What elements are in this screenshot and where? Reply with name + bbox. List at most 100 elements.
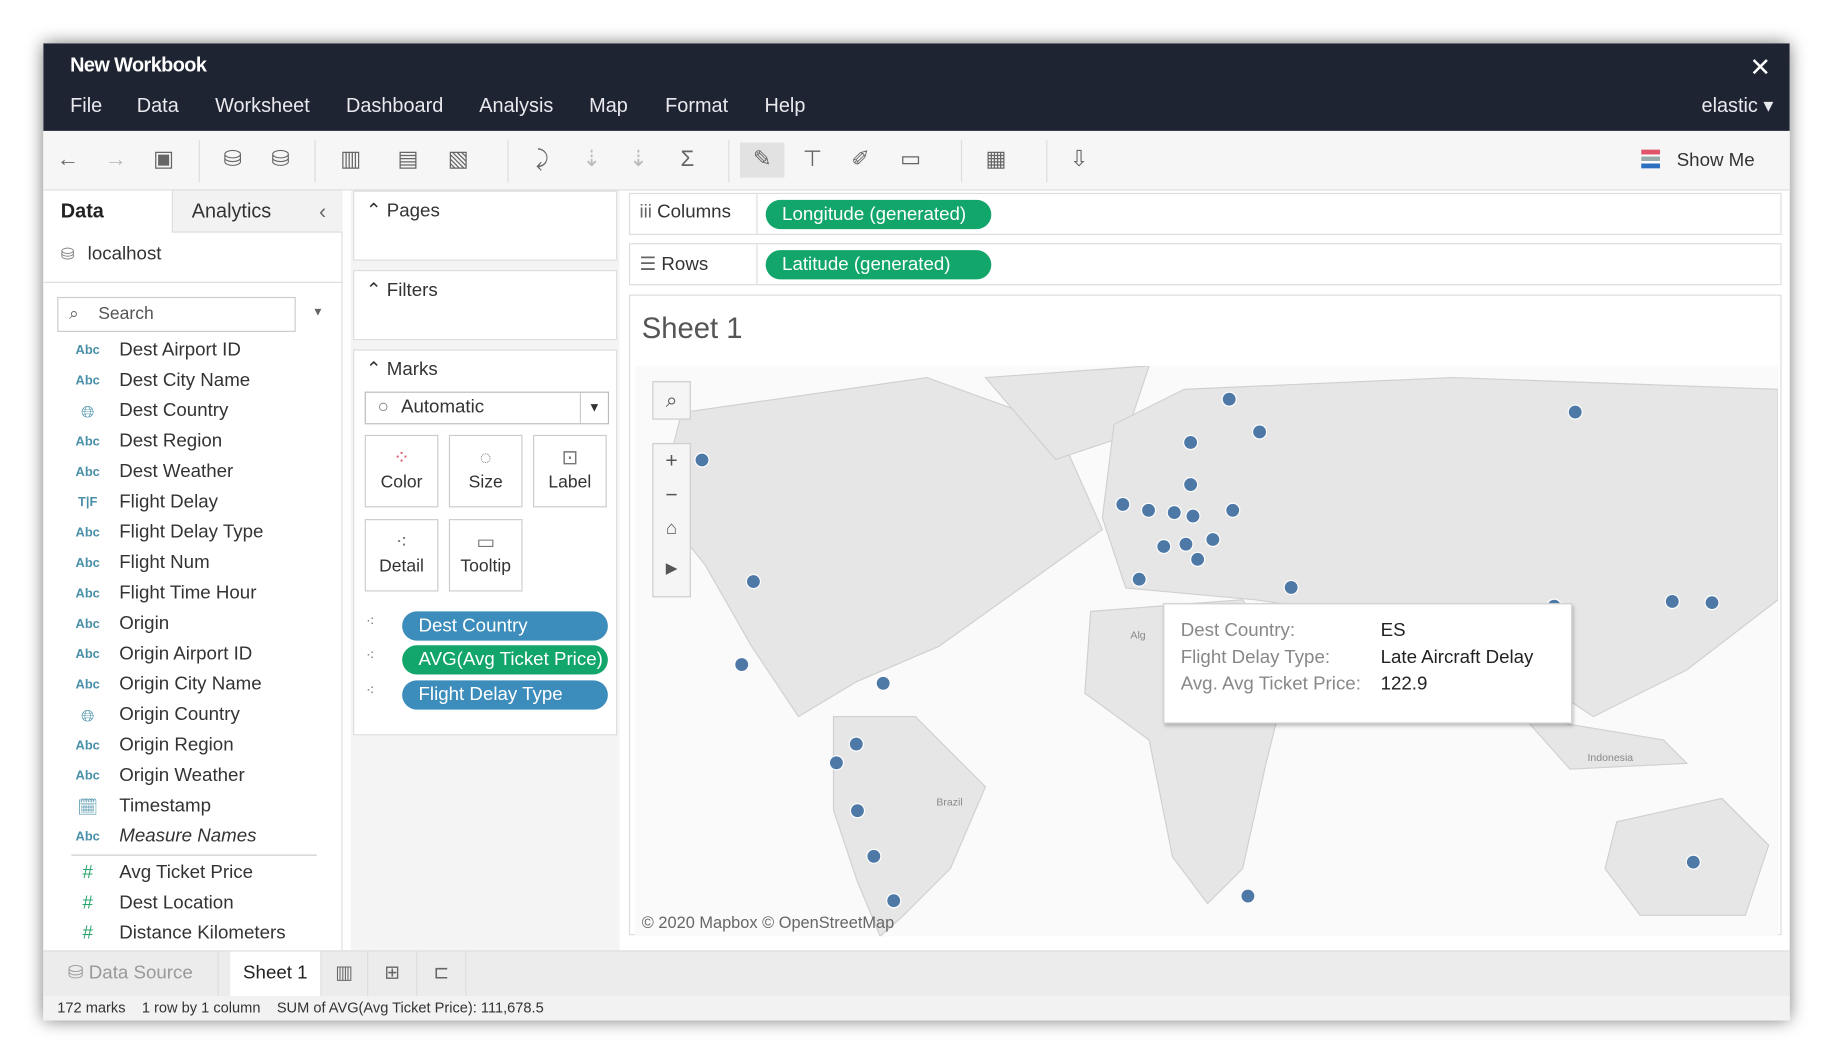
close-icon[interactable]: ✕: [1749, 52, 1772, 82]
field-item[interactable]: Abc Dest Region: [43, 427, 324, 457]
field-item[interactable]: T|F Flight Delay: [43, 487, 324, 517]
swap-icon[interactable]: ⤸: [535, 147, 550, 172]
sort-ascending-icon[interactable]: ⇣: [582, 147, 601, 172]
map-mark[interactable]: [886, 893, 902, 909]
map-search-icon[interactable]: ⌕: [652, 381, 691, 420]
tab-data[interactable]: Data: [60, 199, 104, 223]
map-mark[interactable]: [1140, 502, 1157, 518]
map-view[interactable]: Brazil Indonesia Alg ⌕ + − ⌂ ▶ Dest Coun…: [634, 365, 1779, 937]
detail-button[interactable]: ⁖ Detail: [364, 519, 439, 592]
marks-pill-flight-delay-type[interactable]: Flight Delay Type: [402, 680, 608, 710]
map-mark[interactable]: [1283, 579, 1299, 596]
map-mark[interactable]: [849, 803, 866, 819]
save-icon[interactable]: ▣: [153, 147, 175, 172]
map-mark[interactable]: [1183, 434, 1199, 451]
search-input[interactable]: ⌕ Search: [57, 296, 296, 332]
map-mark[interactable]: [1166, 505, 1182, 521]
field-item[interactable]: # Dest Location: [43, 888, 324, 918]
field-item[interactable]: Abc Origin: [43, 609, 324, 639]
map-mark[interactable]: [1190, 551, 1206, 567]
map-mark[interactable]: [848, 736, 864, 752]
field-item[interactable]: 🌐︎ Origin Country: [43, 700, 324, 730]
zoom-in-icon[interactable]: +: [665, 448, 678, 473]
tab-analytics[interactable]: Analytics: [171, 190, 343, 233]
clear-sheet-icon[interactable]: ▧: [447, 147, 469, 172]
map-mark[interactable]: [694, 452, 710, 468]
map-mark[interactable]: [745, 573, 762, 590]
totals-icon[interactable]: Σ: [680, 147, 695, 172]
forward-icon[interactable]: →: [104, 147, 127, 172]
labels-icon[interactable]: ⊤: [802, 147, 823, 172]
highlight-icon[interactable]: ✎: [739, 142, 785, 178]
map-mark[interactable]: [1178, 536, 1194, 552]
label-button[interactable]: ⊡ Label: [533, 434, 607, 508]
field-item[interactable]: # Avg Ticket Price: [43, 858, 324, 888]
field-item[interactable]: Abc Dest Weather: [43, 457, 324, 487]
menu-format[interactable]: Format: [665, 94, 729, 117]
rows-pill[interactable]: Latitude (generated): [765, 250, 992, 280]
marks-pill-avg-ticket-price[interactable]: AVG(Avg Ticket Price): [402, 645, 608, 675]
tab-sheet-1[interactable]: Sheet 1: [230, 951, 322, 998]
presentation-icon[interactable]: ⇩: [1069, 147, 1089, 172]
map-mark[interactable]: [1185, 508, 1201, 524]
expand-toolbar-icon[interactable]: ▶: [665, 558, 678, 577]
columns-shelf[interactable]: iii Columns Longitude (generated): [628, 192, 1782, 235]
field-item[interactable]: Abc Dest City Name: [43, 366, 324, 396]
fit-icon[interactable]: ▭: [900, 147, 922, 172]
pause-updates-icon[interactable]: ⛁: [271, 147, 290, 172]
field-item[interactable]: Abc Origin City Name: [43, 670, 324, 700]
field-item[interactable]: Abc Dest Airport ID: [43, 336, 324, 366]
home-icon[interactable]: ⌂: [665, 519, 678, 539]
user-menu[interactable]: elastic ▾: [1701, 94, 1774, 117]
zoom-out-icon[interactable]: −: [665, 482, 678, 507]
map-mark[interactable]: [1704, 595, 1720, 611]
menu-file[interactable]: File: [70, 94, 103, 117]
filters-card[interactable]: ⌃ Filters: [353, 270, 618, 341]
map-mark[interactable]: [1664, 593, 1680, 610]
new-story-icon[interactable]: ⊏: [417, 951, 467, 998]
collapse-icon[interactable]: ‹: [319, 199, 327, 224]
map-mark[interactable]: [1567, 404, 1583, 420]
collapse-chevron-icon[interactable]: ⌃: [365, 201, 382, 221]
mark-type-select[interactable]: ○ Automatic ▼: [364, 391, 610, 425]
duplicate-sheet-icon[interactable]: ▤: [397, 147, 419, 172]
map-mark[interactable]: [866, 848, 882, 864]
size-button[interactable]: ◌ Size: [448, 434, 523, 508]
field-item[interactable]: Abc Origin Weather: [43, 761, 324, 791]
view-cards-icon[interactable]: ▦: [985, 147, 1007, 172]
map-mark[interactable]: [1205, 531, 1221, 548]
new-datasource-icon[interactable]: ⛁: [223, 147, 242, 172]
menu-worksheet[interactable]: Worksheet: [215, 94, 310, 117]
menu-data[interactable]: Data: [136, 94, 179, 117]
map-mark[interactable]: [1156, 538, 1172, 555]
map-mark[interactable]: [828, 755, 845, 771]
back-icon[interactable]: ←: [56, 147, 79, 172]
dropdown-icon[interactable]: ▼: [312, 306, 324, 320]
field-item[interactable]: Abc Flight Num: [43, 548, 324, 578]
pages-card[interactable]: ⌃ Pages: [353, 190, 618, 261]
tab-data-source[interactable]: ⛁ Data Source: [43, 951, 219, 998]
show-me-button[interactable]: Show Me: [1641, 149, 1755, 172]
map-mark[interactable]: [1221, 391, 1237, 407]
field-item[interactable]: # Distance Kilometers: [43, 919, 324, 949]
collapse-chevron-icon[interactable]: ⌃: [365, 280, 382, 301]
rows-shelf[interactable]: ☰ Rows Latitude (generated): [628, 243, 1782, 286]
map-mark[interactable]: [1115, 496, 1131, 513]
menu-dashboard[interactable]: Dashboard: [346, 94, 444, 117]
field-item[interactable]: Abc Flight Time Hour: [43, 579, 324, 609]
menu-analysis[interactable]: Analysis: [479, 94, 554, 117]
map-mark[interactable]: [1225, 502, 1241, 518]
menu-map[interactable]: Map: [589, 94, 628, 117]
map-mark[interactable]: [734, 656, 750, 673]
menu-help[interactable]: Help: [764, 94, 806, 117]
sort-descending-icon[interactable]: ⇣: [628, 147, 648, 172]
map-mark[interactable]: [875, 675, 891, 691]
connection-name[interactable]: localhost: [87, 244, 162, 265]
new-dashboard-icon[interactable]: ⊞: [368, 951, 418, 998]
map-mark[interactable]: [1251, 424, 1268, 440]
field-item[interactable]: Abc Origin Region: [43, 731, 324, 761]
collapse-chevron-icon[interactable]: ⌃: [365, 360, 382, 380]
field-item[interactable]: Abc Measure Names: [43, 822, 324, 852]
field-item[interactable]: Abc Flight Delay Type: [43, 518, 324, 548]
map-mark[interactable]: [1131, 571, 1147, 587]
